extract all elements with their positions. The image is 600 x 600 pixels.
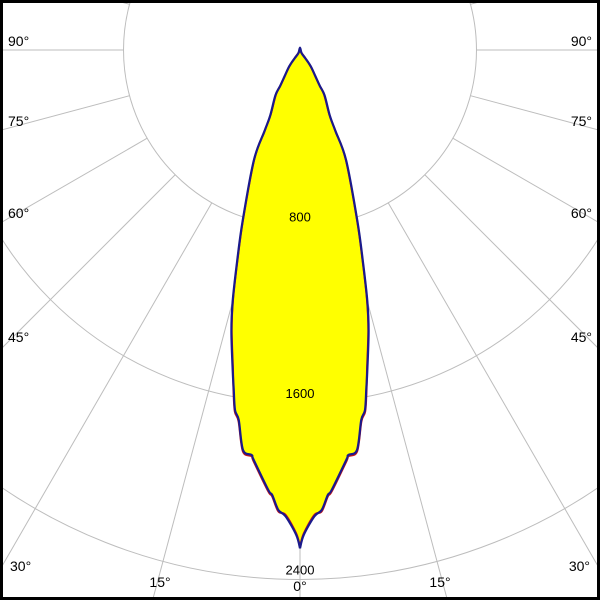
- svg-text:45°: 45°: [571, 329, 592, 345]
- svg-text:60°: 60°: [8, 205, 29, 221]
- svg-text:75°: 75°: [8, 113, 29, 129]
- svg-text:1600: 1600: [286, 386, 315, 401]
- svg-text:90°: 90°: [571, 33, 592, 49]
- svg-text:30°: 30°: [569, 558, 590, 574]
- svg-text:90°: 90°: [8, 33, 29, 49]
- svg-text:30°: 30°: [10, 558, 31, 574]
- svg-text:60°: 60°: [571, 205, 592, 221]
- svg-text:0°: 0°: [293, 578, 306, 594]
- svg-text:15°: 15°: [429, 574, 450, 590]
- svg-text:800: 800: [289, 210, 311, 225]
- svg-text:45°: 45°: [8, 329, 29, 345]
- svg-text:75°: 75°: [571, 113, 592, 129]
- svg-text:15°: 15°: [149, 574, 170, 590]
- svg-text:2400: 2400: [286, 562, 315, 577]
